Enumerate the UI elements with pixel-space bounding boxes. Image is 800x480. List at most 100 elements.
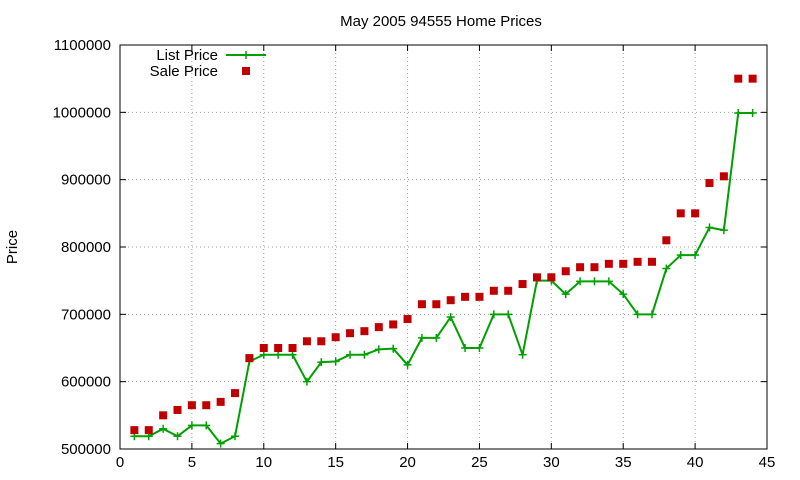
sale-price-point <box>504 286 513 295</box>
sale-price-point <box>518 280 527 289</box>
list-price-point <box>403 360 412 369</box>
sale-price-point <box>734 74 743 83</box>
legend-symbol-sale-price <box>242 67 250 75</box>
y-tick-label: 700000 <box>61 306 111 323</box>
x-tick-label: 20 <box>399 454 416 471</box>
list-price-point <box>302 377 311 386</box>
list-price-point <box>748 109 757 118</box>
chart-title: May 2005 94555 Home Prices <box>340 13 542 30</box>
list-price-point <box>662 264 671 273</box>
list-price-point <box>518 350 527 359</box>
sale-price-point <box>245 354 254 363</box>
list-price-point <box>734 109 743 118</box>
sale-price-point <box>432 300 441 309</box>
list-price-point <box>274 350 283 359</box>
list-price-line <box>134 112 753 445</box>
sale-price-point <box>619 259 628 268</box>
sale-price-point <box>302 337 311 346</box>
y-tick-label: 600000 <box>61 374 111 391</box>
sale-price-point <box>532 273 541 282</box>
x-tick-label: 15 <box>327 454 344 471</box>
list-price-point <box>173 432 182 441</box>
sale-price-point <box>676 209 685 218</box>
x-tick-label: 5 <box>188 454 196 471</box>
list-price-point <box>461 344 470 352</box>
sale-price-point <box>446 296 455 305</box>
list-price-point <box>604 277 613 286</box>
list-price-point <box>259 350 268 359</box>
sale-price-point <box>604 259 613 268</box>
sale-price-point <box>475 292 484 301</box>
list-price-point <box>317 358 326 367</box>
list-price-point <box>676 251 685 260</box>
list-price-point <box>389 344 398 353</box>
sale-price-point <box>403 315 412 324</box>
plot-frame <box>119 44 768 450</box>
sale-price-point <box>461 292 470 301</box>
series-layer <box>130 74 757 448</box>
sale-price-point <box>202 401 211 410</box>
sale-price-point <box>288 344 297 352</box>
x-tick-label: 35 <box>615 454 632 471</box>
sale-price-point <box>274 344 283 352</box>
sale-price-point <box>719 172 728 181</box>
list-price-point <box>187 421 196 430</box>
x-tick-label: 10 <box>255 454 272 471</box>
list-price-point <box>633 310 642 319</box>
sale-price-point <box>259 344 268 352</box>
list-price-point <box>647 310 656 319</box>
y-tick-label: 800000 <box>61 239 111 256</box>
legend-sale-marker <box>242 67 250 75</box>
legend-label-sale-price: Sale Price <box>150 63 218 80</box>
sale-price-point <box>389 320 398 329</box>
sale-price-point <box>590 263 599 272</box>
grid-lines <box>119 44 768 450</box>
list-price-point <box>446 313 455 322</box>
sale-price-point <box>576 263 585 272</box>
tick-labels: 0 5 10 15 20 25 30 35 40 45 500000 600000 700000 8000… <box>53 37 776 471</box>
list-price-point <box>231 432 240 441</box>
list-price-point <box>374 345 383 354</box>
sale-price-point <box>705 179 714 188</box>
legend-symbol-list-price <box>226 51 266 59</box>
list-price-point <box>489 310 498 319</box>
sale-price-point <box>346 329 355 338</box>
y-axis-label: Price <box>4 230 21 264</box>
sale-price-point <box>662 236 671 245</box>
sale-price-point <box>374 323 383 332</box>
list-price-point <box>576 277 585 286</box>
x-tick-label: 0 <box>116 454 124 471</box>
x-tick-label: 30 <box>543 454 560 471</box>
list-price-point <box>346 350 355 359</box>
list-price-point <box>417 333 426 342</box>
legend: List Price Sale Price <box>150 47 266 80</box>
y-tick-label: 900000 <box>61 172 111 189</box>
sale-price-point <box>489 286 498 295</box>
list-price-point <box>288 350 297 359</box>
sale-price-point <box>173 405 182 414</box>
sale-price-point <box>748 74 757 83</box>
sale-price-point <box>360 327 369 336</box>
sale-price-point <box>144 426 153 435</box>
sale-price-point <box>159 411 168 420</box>
sale-price-point <box>317 337 326 346</box>
y-tick-label: 1100000 <box>54 37 111 54</box>
y-tick-label: 1000000 <box>53 104 111 121</box>
sale-price-point <box>187 401 196 410</box>
sale-price-point <box>647 257 656 266</box>
sale-price-point <box>331 333 340 342</box>
list-price-point <box>504 310 513 319</box>
list-price-point <box>691 251 700 260</box>
list-price-point <box>705 223 714 232</box>
y-tick-label: 500000 <box>61 441 111 458</box>
list-price-point <box>360 350 369 359</box>
sale-price-point <box>691 209 700 218</box>
list-price-point <box>561 290 570 299</box>
sale-price-point <box>561 267 570 276</box>
x-tick-label: 25 <box>471 454 488 471</box>
sale-price-point <box>130 426 139 435</box>
sale-price-point <box>547 273 556 282</box>
list-price-point <box>216 439 225 448</box>
list-price-point <box>619 290 628 299</box>
